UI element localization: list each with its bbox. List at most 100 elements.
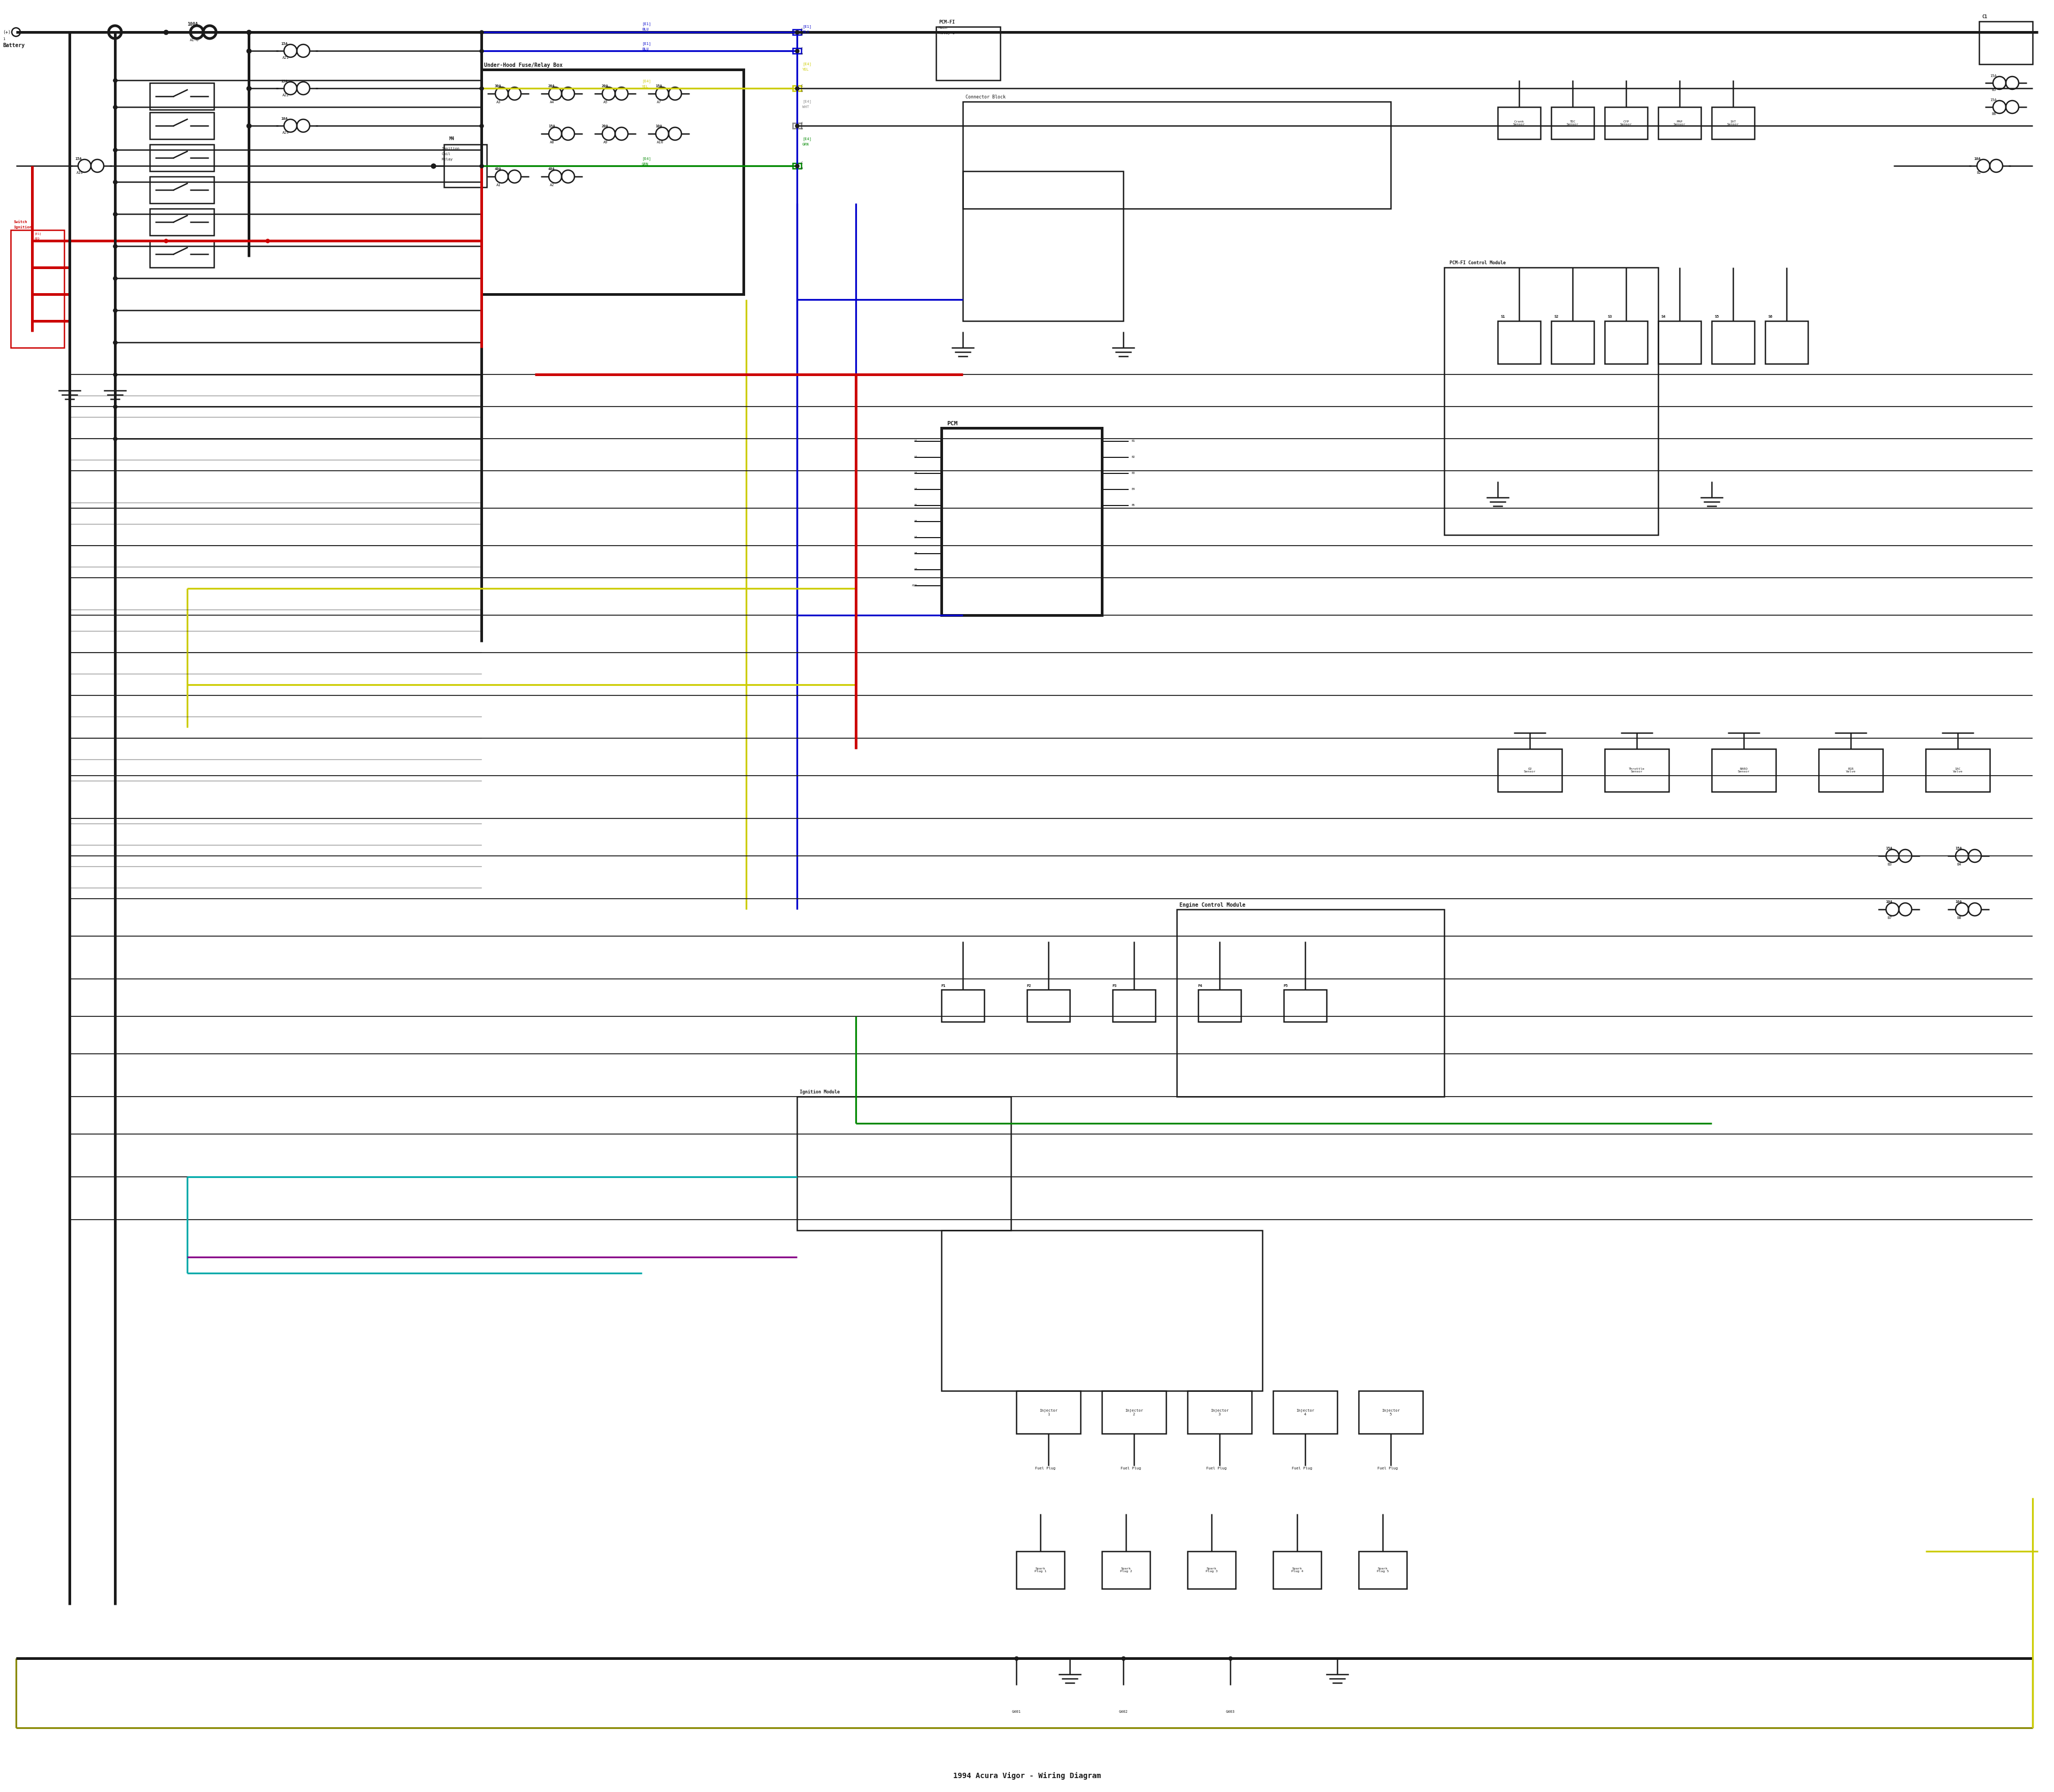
Bar [1187, 1391, 1251, 1434]
Text: A6: A6 [914, 520, 918, 523]
Text: A7: A7 [657, 100, 661, 104]
Bar [150, 145, 214, 172]
Text: A9: A9 [604, 142, 608, 143]
Text: A9: A9 [914, 568, 918, 572]
Text: 10A: 10A [1886, 900, 1892, 903]
Text: 20A: 20A [602, 84, 608, 88]
Text: CYP
Sensor: CYP Sensor [1621, 120, 1633, 125]
Text: Ignition: Ignition [442, 147, 460, 151]
Text: GRN: GRN [803, 143, 809, 145]
Text: B3: B3 [1132, 471, 1134, 475]
Bar [1604, 321, 1647, 364]
Text: B7: B7 [1888, 916, 1892, 919]
Text: 40A: 40A [548, 167, 555, 170]
Text: Fuel Plug: Fuel Plug [1035, 1468, 1056, 1469]
Text: [E1]: [E1] [641, 41, 651, 45]
Text: B2: B2 [1132, 455, 1134, 459]
Text: YEL: YEL [641, 84, 649, 88]
Text: Throttle
Sensor: Throttle Sensor [1629, 767, 1645, 772]
Text: A4: A4 [914, 487, 918, 491]
Text: PCM-FI: PCM-FI [939, 20, 955, 25]
Bar [1551, 108, 1594, 140]
Text: A22: A22 [283, 93, 290, 97]
Text: S4: S4 [1662, 315, 1666, 319]
Text: RED: RED [35, 238, 39, 240]
Text: S6: S6 [1768, 315, 1773, 319]
Bar [1980, 22, 2033, 65]
Text: A1-6: A1-6 [189, 38, 199, 41]
Text: P3: P3 [1113, 984, 1117, 987]
Text: Injector
5: Injector 5 [1382, 1409, 1401, 1416]
Text: Fuel Plug: Fuel Plug [1206, 1468, 1226, 1469]
Bar [963, 172, 1124, 321]
Bar [793, 86, 801, 91]
Bar [1358, 1552, 1407, 1590]
Text: O2
Sensor: O2 Sensor [1524, 767, 1536, 772]
Text: [E4]: [E4] [803, 138, 811, 142]
Text: A2: A2 [550, 183, 555, 186]
Text: A3: A3 [497, 100, 501, 104]
Bar [793, 29, 801, 34]
Text: 30A: 30A [495, 84, 501, 88]
Text: Spark
Plug 4: Spark Plug 4 [1292, 1568, 1302, 1573]
Text: A8: A8 [914, 552, 918, 556]
Bar [150, 82, 214, 109]
Text: Ignition Module: Ignition Module [799, 1090, 840, 1095]
Text: A3: A3 [914, 471, 918, 475]
Text: A4: A4 [550, 100, 555, 104]
Text: 15A: 15A [548, 125, 555, 127]
Text: [E1]: [E1] [35, 233, 41, 235]
Text: A7: A7 [914, 536, 918, 539]
Text: 10A: 10A [1974, 158, 1980, 161]
Bar [941, 428, 1101, 615]
Text: S5: S5 [1715, 315, 1719, 319]
Text: Battery: Battery [2, 43, 25, 48]
Text: B5: B5 [1992, 88, 1996, 91]
Text: Spark
Plug 3: Spark Plug 3 [1206, 1568, 1218, 1573]
Bar [1658, 321, 1701, 364]
Bar [444, 145, 487, 186]
Text: GRN: GRN [641, 163, 649, 167]
Text: [E4]: [E4] [641, 158, 651, 161]
Text: 100A: 100A [187, 22, 197, 27]
Bar [1604, 749, 1668, 792]
Text: IAC
Valve: IAC Valve [1953, 767, 1964, 772]
Text: BARO
Sensor: BARO Sensor [1738, 767, 1750, 772]
Text: B4: B4 [1132, 487, 1134, 491]
Bar [793, 163, 801, 168]
Text: Spark
Plug 2: Spark Plug 2 [1119, 1568, 1132, 1573]
Text: 15A: 15A [655, 84, 661, 88]
Bar [1497, 749, 1561, 792]
Text: 15A: 15A [74, 158, 82, 161]
Text: Injector
3: Injector 3 [1210, 1409, 1228, 1416]
Text: Injector
4: Injector 4 [1296, 1409, 1315, 1416]
Text: C1: C1 [1982, 14, 1986, 20]
Bar [1017, 1552, 1064, 1590]
Text: YEL: YEL [803, 68, 809, 72]
Bar [1711, 749, 1777, 792]
Text: WHT: WHT [803, 106, 809, 109]
Bar [1273, 1391, 1337, 1434]
Text: A29: A29 [283, 131, 290, 134]
Text: S2: S2 [1555, 315, 1559, 319]
Bar [1818, 749, 1884, 792]
Text: Main: Main [939, 27, 947, 29]
Text: B3: B3 [1888, 862, 1892, 866]
Text: PCM-FI Control Module: PCM-FI Control Module [1450, 262, 1506, 265]
Text: S1: S1 [1499, 315, 1506, 319]
Text: Crank
Sensor: Crank Sensor [1514, 120, 1526, 125]
Text: 40A: 40A [495, 167, 501, 170]
Bar [963, 102, 1391, 208]
Bar [941, 989, 984, 1021]
Text: BLU: BLU [641, 48, 649, 50]
Text: 10A: 10A [655, 125, 661, 127]
Text: G402: G402 [1119, 1710, 1128, 1713]
Text: S3: S3 [1608, 315, 1612, 319]
Text: 15A: 15A [1955, 848, 1962, 849]
Text: Relay: Relay [442, 158, 452, 161]
Text: 20A: 20A [602, 125, 608, 127]
Text: 15A: 15A [281, 79, 288, 82]
Text: IAT
Sensor: IAT Sensor [1727, 120, 1740, 125]
Text: Fuel Plug: Fuel Plug [1292, 1468, 1313, 1469]
Bar [150, 240, 214, 267]
